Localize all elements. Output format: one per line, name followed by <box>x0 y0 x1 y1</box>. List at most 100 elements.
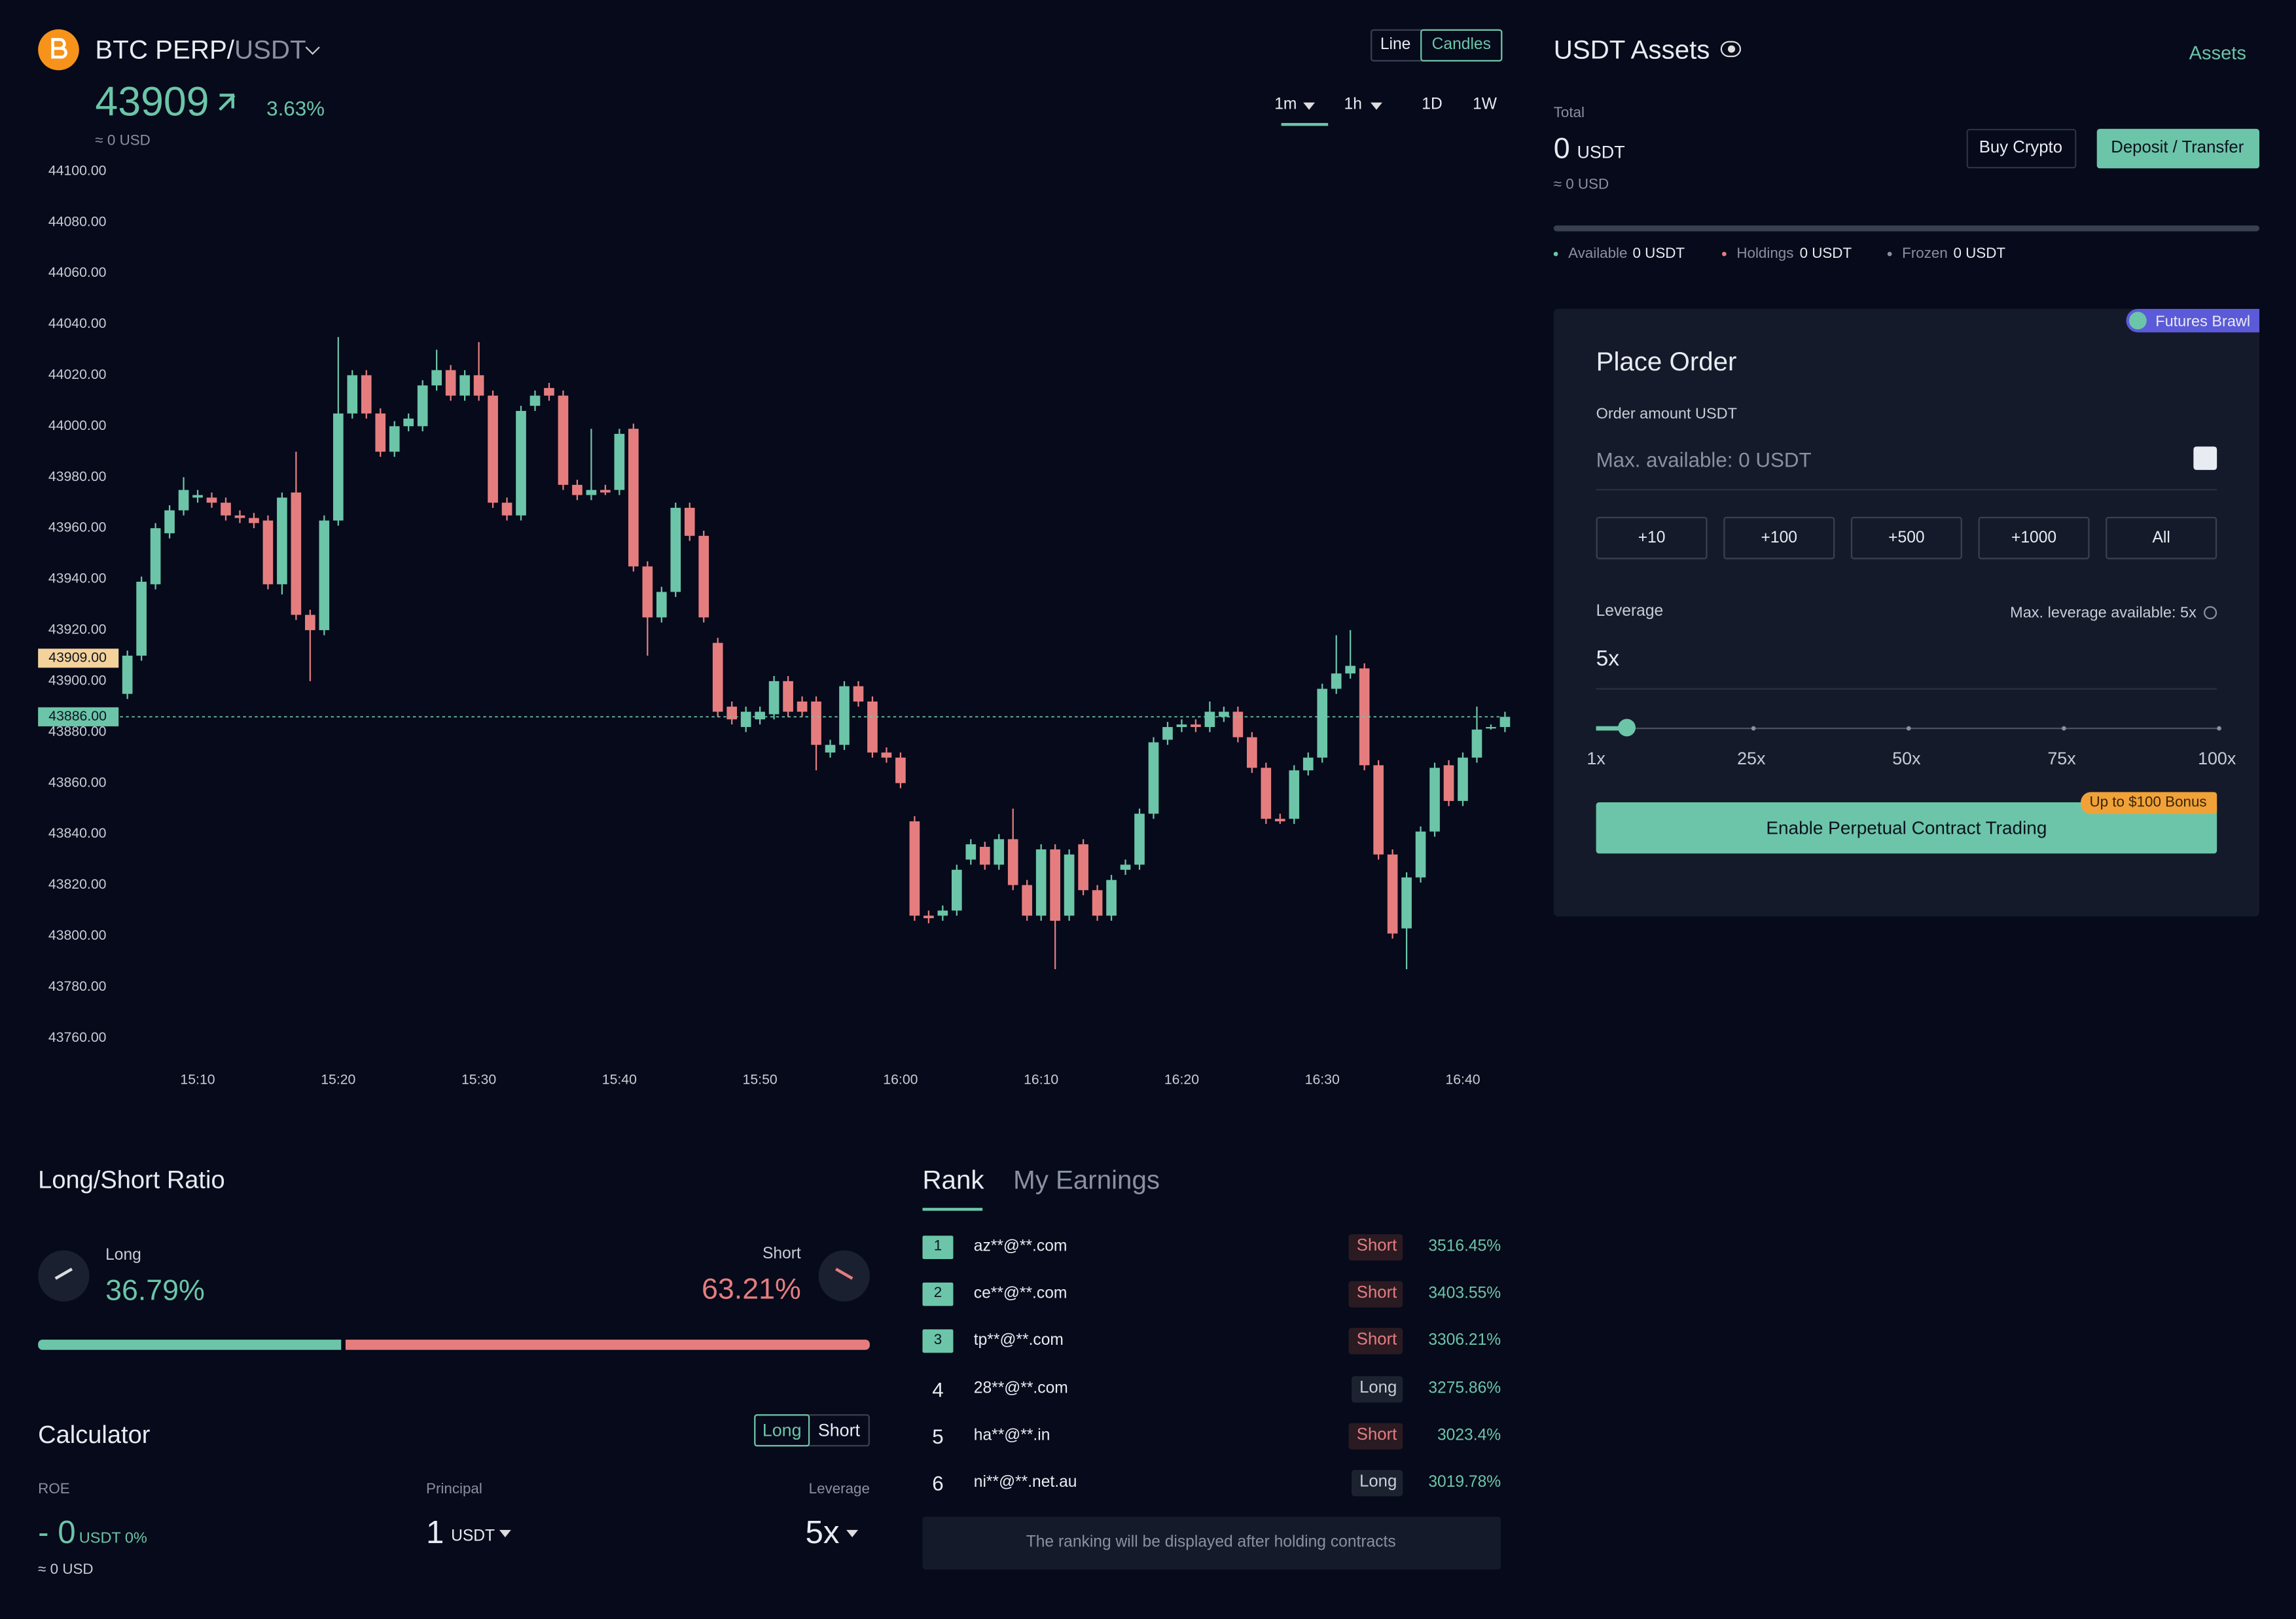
candle-body <box>1302 757 1314 771</box>
y-tick-label: 43860.00 <box>48 774 107 790</box>
enable-label[interactable]: Enable Perpetual Contract Trading <box>1766 818 2047 839</box>
slider-mark: 50x <box>1892 748 1921 769</box>
interval[interactable]: 1m <box>1274 96 1297 114</box>
label: ≈ 0 USD <box>1553 177 1609 194</box>
spinner[interactable] <box>2193 446 2217 471</box>
candle-body <box>726 706 738 720</box>
side-short[interactable]: Short <box>817 1420 861 1441</box>
price-marker-label: 43886.00 <box>48 708 107 724</box>
candle-body <box>965 844 977 860</box>
coin-glyph <box>51 38 67 59</box>
candle-body <box>755 711 765 720</box>
candle-body <box>684 507 695 536</box>
candle-body <box>516 410 526 516</box>
amount-input[interactable]: Max. available: 0 USDT <box>1596 448 1812 472</box>
label: Available <box>1568 245 1628 262</box>
candle-body <box>1134 813 1145 865</box>
y-tick-label: 43820.00 <box>48 876 107 892</box>
candle-body <box>249 518 259 524</box>
rank-number: 5 <box>932 1424 944 1448</box>
candle-body <box>361 375 372 414</box>
quick-amount[interactable] <box>1596 516 1708 560</box>
rank-side: Short <box>1356 1426 1397 1444</box>
interval[interactable]: 1D <box>1422 96 1443 114</box>
slider-dot <box>2060 726 2066 731</box>
calc-leverage[interactable]: 5x <box>805 1514 840 1551</box>
slider-knob[interactable] <box>1618 719 1636 737</box>
chart-mode-active[interactable] <box>1420 29 1503 62</box>
rank-user: 28**@**.com <box>973 1379 1068 1397</box>
quick-amount-label[interactable]: +100 <box>1761 529 1797 547</box>
rank-user: az**@**.com <box>973 1237 1067 1256</box>
slider-mark: 100x <box>2198 748 2236 769</box>
mode-candles[interactable]: Candles <box>1431 35 1491 54</box>
label: Total <box>1553 105 1585 122</box>
side-pill <box>1348 1281 1403 1308</box>
quick-amount-label[interactable]: All <box>2152 529 2170 547</box>
candle-body <box>1317 688 1328 758</box>
candle-body <box>1458 757 1468 801</box>
quick-amount[interactable] <box>2106 516 2217 560</box>
candle-body <box>1443 765 1454 801</box>
mode-line[interactable]: Line <box>1380 35 1411 54</box>
candle-body <box>825 745 836 753</box>
interval[interactable]: 1W <box>1473 96 1498 114</box>
deposit-button[interactable] <box>2096 128 2260 169</box>
candle-body <box>501 503 512 516</box>
candle-body <box>867 702 878 753</box>
price-marker <box>38 649 119 668</box>
breakdown-dot <box>1887 251 1892 257</box>
label: USDT <box>1577 142 1625 163</box>
rank-side: Long <box>1359 1473 1397 1491</box>
x-tick-label: 15:30 <box>461 1072 496 1088</box>
rank-return: 3403.55% <box>1428 1285 1501 1303</box>
rank-return: 3019.78% <box>1428 1473 1501 1491</box>
buy-crypto[interactable]: Buy Crypto <box>1979 139 2063 157</box>
candle-body <box>1289 770 1300 819</box>
quick-amount[interactable] <box>1978 516 2090 560</box>
short-bar <box>346 1340 870 1350</box>
candle-body <box>221 503 231 516</box>
ratio-title: Long/Short Ratio <box>38 1165 225 1194</box>
candle-body <box>1191 724 1201 727</box>
candle-body <box>136 581 147 656</box>
candle-body <box>740 711 751 727</box>
interval[interactable]: 1h <box>1344 96 1362 114</box>
candle-body <box>488 395 498 503</box>
candle-body <box>558 395 569 485</box>
tab-earnings[interactable]: My Earnings <box>1013 1165 1160 1195</box>
candle-body <box>1050 849 1060 921</box>
candle-body <box>670 507 681 592</box>
buy-button[interactable] <box>1966 128 2077 169</box>
principal-value[interactable]: 1 <box>426 1514 444 1551</box>
label: Frozen <box>1902 245 1948 262</box>
quick-amount[interactable] <box>1850 516 1962 560</box>
candle-body <box>332 413 344 521</box>
badge <box>2126 309 2260 332</box>
label: Order amount USDT <box>1596 405 1737 423</box>
leverage-input[interactable]: 5x <box>1596 646 1620 671</box>
rank-return: 3275.86% <box>1428 1379 1501 1397</box>
quick-amount-label[interactable]: +1000 <box>2011 529 2057 547</box>
candle-body <box>572 484 583 495</box>
side-active[interactable] <box>754 1414 810 1447</box>
deposit[interactable]: Deposit / Transfer <box>2111 139 2244 157</box>
y-tick-label: 44040.00 <box>48 315 107 331</box>
quick-amount-label[interactable]: +500 <box>1888 529 1925 547</box>
candle-body <box>994 839 1005 865</box>
slider-dot <box>1905 726 1910 731</box>
x-tick-label: 16:40 <box>1445 1072 1480 1088</box>
rank-side: Short <box>1356 1285 1397 1302</box>
slider-mark: 25x <box>1737 748 1766 769</box>
candle-body <box>1120 864 1131 870</box>
label: Holdings <box>1736 245 1794 262</box>
quick-amount[interactable] <box>1723 516 1835 560</box>
short-icon <box>818 1250 870 1302</box>
candle-body <box>895 757 906 783</box>
y-tick-label: 44080.00 <box>48 213 107 229</box>
side-long[interactable]: Long <box>762 1420 802 1441</box>
quick-amount-label[interactable]: +10 <box>1638 529 1666 547</box>
assets-link[interactable]: Assets <box>2189 41 2246 64</box>
tab-rank[interactable]: Rank <box>922 1165 984 1195</box>
